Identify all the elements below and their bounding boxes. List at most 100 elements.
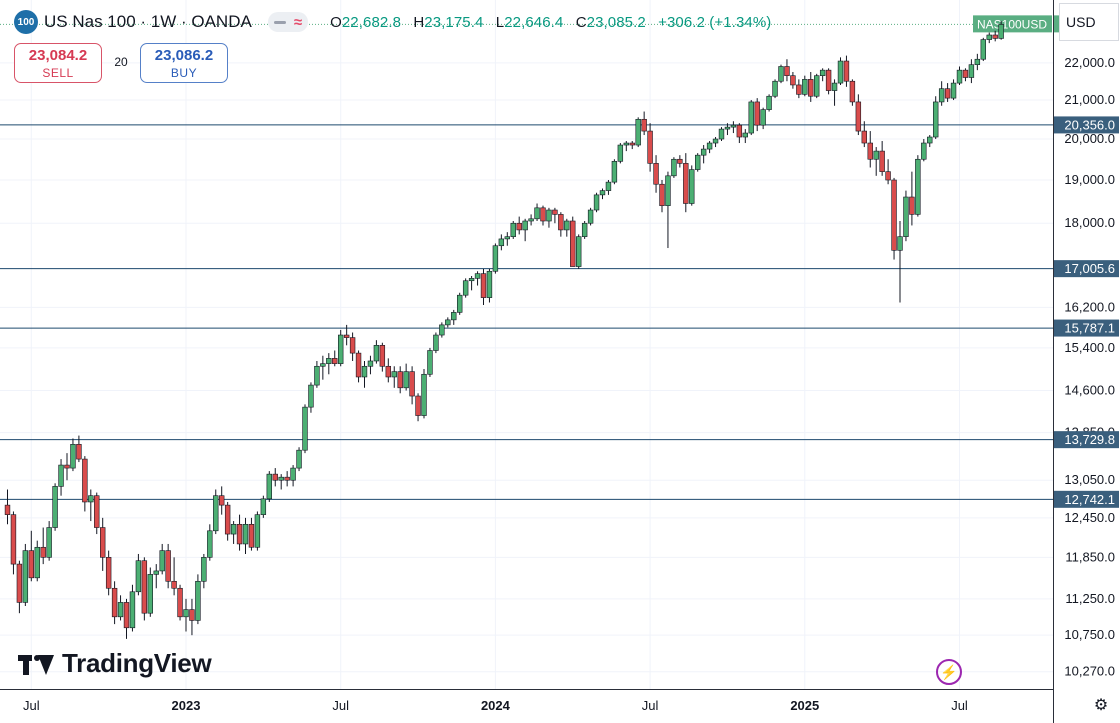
buy-price: 23,086.2 xyxy=(154,47,214,64)
price-axis: 22,000.0 21,000.0 20,000.0 19,000.0 18,000.0… xyxy=(1053,0,1119,723)
candle-body xyxy=(296,449,302,469)
candle xyxy=(694,153,701,172)
minus-icon xyxy=(273,20,286,24)
candle xyxy=(171,557,177,596)
candle-body xyxy=(230,523,237,535)
candle xyxy=(189,598,195,636)
candle-body xyxy=(290,467,296,481)
lightning-icon[interactable]: ⚡ xyxy=(936,659,962,685)
candle xyxy=(879,141,885,176)
candle-body xyxy=(730,124,737,128)
tradingview-logo-icon xyxy=(18,653,54,675)
candle-body xyxy=(915,158,921,215)
candle xyxy=(570,216,576,267)
candle-body xyxy=(391,371,397,378)
candle xyxy=(665,171,671,249)
visibility-toggle[interactable]: ≈ xyxy=(267,12,309,32)
candle xyxy=(52,483,58,531)
candle xyxy=(605,180,612,195)
candle xyxy=(409,366,415,405)
candle xyxy=(337,329,344,367)
level-price-label: 17,005.6 xyxy=(1064,261,1115,276)
candle xyxy=(272,468,278,487)
candle xyxy=(34,540,40,582)
candle xyxy=(230,521,237,544)
symbol-title[interactable]: US Nas 100 · 1W · OANDA xyxy=(44,12,252,31)
candle xyxy=(629,141,635,150)
candle-body xyxy=(397,371,403,389)
candle-body xyxy=(248,523,255,548)
candle xyxy=(540,205,546,226)
level-price-label: 15,787.1 xyxy=(1064,321,1115,336)
settings-gear-icon[interactable]: ⚙ xyxy=(1093,697,1109,714)
candle xyxy=(439,322,445,338)
candle-body xyxy=(986,34,992,40)
x-tick-label: 2024 xyxy=(481,698,511,713)
candle-body xyxy=(938,88,945,103)
candle xyxy=(76,435,82,463)
candle-body xyxy=(653,163,659,185)
candle xyxy=(944,83,951,102)
candle-body xyxy=(302,406,308,451)
y-tick-label: 11,850.0 xyxy=(1065,549,1115,564)
candle xyxy=(207,524,213,561)
candle-body xyxy=(135,560,142,593)
candle xyxy=(201,553,207,589)
ohlc-values: O22,682.8 H23,175.4 L22,646.4 C23,085.2 … xyxy=(330,13,772,31)
candle-body xyxy=(706,142,713,150)
candle xyxy=(861,121,868,148)
level-price-label: 20,356.0 xyxy=(1064,117,1115,132)
candle-body xyxy=(778,66,784,82)
x-tick-label: Jul xyxy=(332,698,349,713)
candle xyxy=(117,595,124,621)
candle-body xyxy=(718,128,725,140)
currency-selector[interactable]: USD xyxy=(1059,3,1119,41)
candle xyxy=(974,53,981,71)
brand-name: TradingView xyxy=(62,648,212,678)
candle xyxy=(873,147,879,176)
candle xyxy=(320,355,326,380)
candle xyxy=(891,177,897,260)
candle xyxy=(766,94,772,112)
candle-body xyxy=(694,154,701,170)
buy-button[interactable]: 23,086.2 BUY xyxy=(140,43,228,83)
candle xyxy=(361,360,368,388)
candle-body xyxy=(177,587,183,618)
candle-body xyxy=(349,337,356,354)
candle xyxy=(16,560,23,614)
candle xyxy=(58,459,64,496)
candle-body xyxy=(28,550,34,579)
candle-body xyxy=(980,39,987,60)
candle xyxy=(510,221,516,239)
candle xyxy=(516,216,522,235)
candle xyxy=(195,574,201,625)
candle-body xyxy=(242,523,249,545)
candle xyxy=(558,212,564,237)
candle-body xyxy=(903,196,909,237)
candle xyxy=(224,501,231,541)
candle-body xyxy=(617,144,624,162)
candle-body xyxy=(34,546,40,579)
candle xyxy=(314,360,320,388)
level-price-label: 12,742.1 xyxy=(1064,492,1115,507)
candle xyxy=(183,598,189,632)
candle-body xyxy=(724,126,731,130)
y-tick-label: 10,750.0 xyxy=(1064,627,1115,642)
sell-button[interactable]: 23,084.2 SELL xyxy=(14,43,102,83)
candle xyxy=(94,492,100,535)
candle xyxy=(123,598,130,639)
candle xyxy=(451,309,457,325)
symbol-tag-label: NAS100USD xyxy=(977,17,1047,31)
candle-body xyxy=(510,222,516,237)
candle xyxy=(355,350,362,383)
candle xyxy=(772,79,778,99)
candle xyxy=(391,366,397,388)
candle-body xyxy=(236,523,243,545)
candle xyxy=(385,358,391,383)
tradingview-logo[interactable]: TradingView xyxy=(18,648,212,679)
candle-body xyxy=(837,60,844,84)
candle-body xyxy=(849,80,856,103)
candle-body xyxy=(224,504,231,535)
candle-body xyxy=(587,209,594,224)
